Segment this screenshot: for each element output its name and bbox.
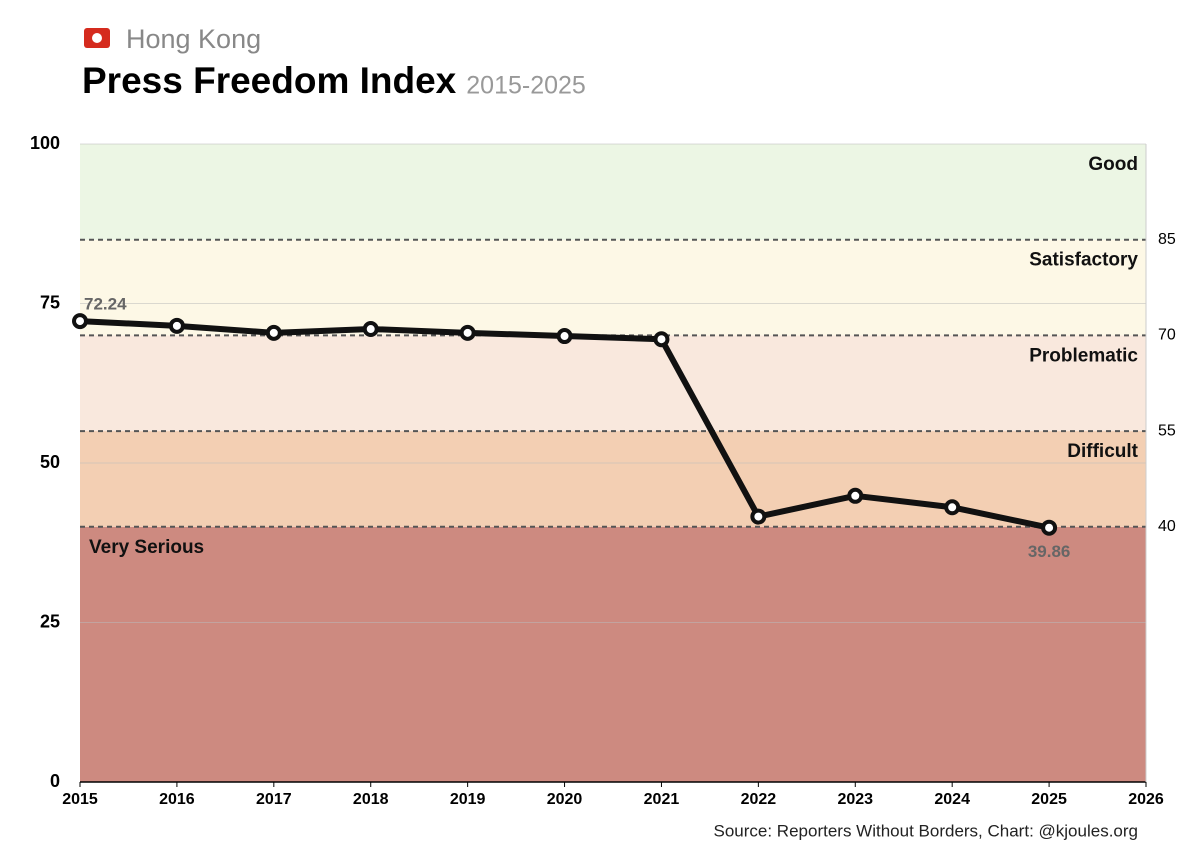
chart-title: Press Freedom Index [82, 60, 457, 101]
point [265, 324, 282, 341]
point [750, 508, 767, 525]
x-tick-label: 2019 [450, 791, 486, 808]
zone [80, 239, 1146, 336]
point [72, 313, 88, 330]
x-tick-label: 2016 [159, 791, 195, 808]
y2-tick-label: 55 [1158, 422, 1176, 439]
zone-label: Good [1088, 154, 1138, 175]
zone-label: Difficult [1067, 441, 1138, 462]
zone-label: Problematic [1029, 345, 1138, 366]
y-tick-label: 75 [40, 292, 60, 312]
x-tick-label: 2024 [934, 791, 970, 808]
zone [80, 526, 1146, 782]
title-note: 2015-2025 [466, 72, 586, 100]
point [653, 331, 670, 348]
x-tick-label: 2022 [741, 791, 777, 808]
x-tick-label: 2026 [1128, 791, 1164, 808]
x-tick-label: 2023 [837, 791, 873, 808]
y-tick-label: 100 [30, 133, 60, 153]
point [459, 324, 476, 341]
zone [80, 144, 1146, 240]
y-tick-label: 50 [40, 452, 60, 472]
y2-tick-label: 70 [1158, 327, 1176, 344]
zone-label: Satisfactory [1029, 250, 1138, 271]
point [847, 487, 864, 504]
zone-label: Very Serious [89, 537, 204, 558]
y-tick-label: 25 [40, 611, 60, 631]
chart-subtitle: Hong Kong [126, 24, 261, 54]
zone [80, 335, 1146, 432]
y2-tick-label: 40 [1158, 518, 1176, 535]
point [556, 328, 573, 345]
x-tick-label: 2017 [256, 791, 292, 808]
x-tick-label: 2025 [1031, 791, 1067, 808]
y-tick-label: 0 [50, 771, 60, 791]
point [944, 499, 961, 516]
point [362, 321, 379, 338]
value-label: 39.86 [1028, 542, 1071, 561]
x-tick-label: 2015 [62, 791, 98, 808]
value-label: 72.24 [84, 295, 127, 314]
source: Source: Reporters Without Borders, Chart… [714, 821, 1139, 840]
x-tick-label: 2021 [644, 791, 680, 808]
y2-tick-label: 85 [1158, 231, 1176, 248]
point [1041, 519, 1058, 536]
x-tick-label: 2018 [353, 791, 389, 808]
flag [84, 28, 110, 48]
x-tick-label: 2020 [547, 791, 583, 808]
point [168, 317, 185, 334]
